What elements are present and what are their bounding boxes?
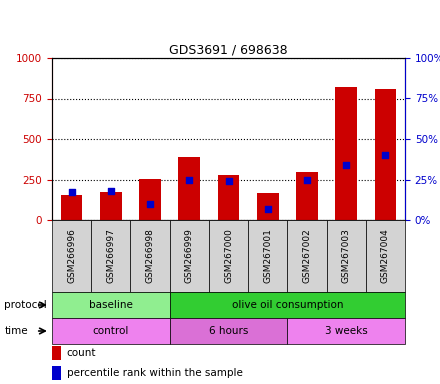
Text: GSM267000: GSM267000 xyxy=(224,228,233,283)
Bar xyxy=(257,193,279,220)
Text: GSM267001: GSM267001 xyxy=(263,228,272,283)
Point xyxy=(68,189,75,195)
Text: baseline: baseline xyxy=(89,300,133,310)
Text: GSM266997: GSM266997 xyxy=(106,228,115,283)
Bar xyxy=(248,220,287,292)
Point xyxy=(304,176,311,182)
Text: GSM267003: GSM267003 xyxy=(342,228,351,283)
Text: control: control xyxy=(93,326,129,336)
Text: 6 hours: 6 hours xyxy=(209,326,248,336)
Point xyxy=(343,162,350,168)
Text: GSM266999: GSM266999 xyxy=(185,228,194,283)
Bar xyxy=(366,220,405,292)
Text: GSM267004: GSM267004 xyxy=(381,228,390,283)
Bar xyxy=(179,157,200,220)
Bar xyxy=(296,172,318,220)
Text: GSM267002: GSM267002 xyxy=(302,228,312,283)
Bar xyxy=(170,292,405,318)
Text: GSM266996: GSM266996 xyxy=(67,228,76,283)
Bar xyxy=(139,179,161,220)
Bar xyxy=(170,220,209,292)
Text: protocol: protocol xyxy=(4,300,47,310)
Bar xyxy=(374,89,396,220)
Bar xyxy=(170,318,287,344)
Point xyxy=(186,176,193,182)
Point xyxy=(264,205,271,212)
Bar xyxy=(61,195,82,220)
Bar xyxy=(326,220,366,292)
Point xyxy=(147,201,154,207)
Text: count: count xyxy=(66,348,96,358)
Bar xyxy=(287,220,326,292)
Bar xyxy=(52,346,61,360)
Text: olive oil consumption: olive oil consumption xyxy=(231,300,343,310)
Bar xyxy=(335,87,357,220)
Title: GDS3691 / 698638: GDS3691 / 698638 xyxy=(169,44,288,57)
Bar xyxy=(130,220,170,292)
Bar xyxy=(287,318,405,344)
Bar xyxy=(52,318,170,344)
Bar xyxy=(209,220,248,292)
Bar xyxy=(52,366,61,380)
Text: percentile rank within the sample: percentile rank within the sample xyxy=(66,368,242,378)
Point xyxy=(225,178,232,184)
Text: 3 weeks: 3 weeks xyxy=(325,326,367,336)
Bar xyxy=(52,220,91,292)
Bar xyxy=(218,175,239,220)
Bar xyxy=(91,220,130,292)
Point xyxy=(107,188,114,194)
Text: time: time xyxy=(4,326,28,336)
Bar xyxy=(52,292,170,318)
Point xyxy=(382,152,389,158)
Text: GSM266998: GSM266998 xyxy=(146,228,154,283)
Bar xyxy=(100,192,121,220)
